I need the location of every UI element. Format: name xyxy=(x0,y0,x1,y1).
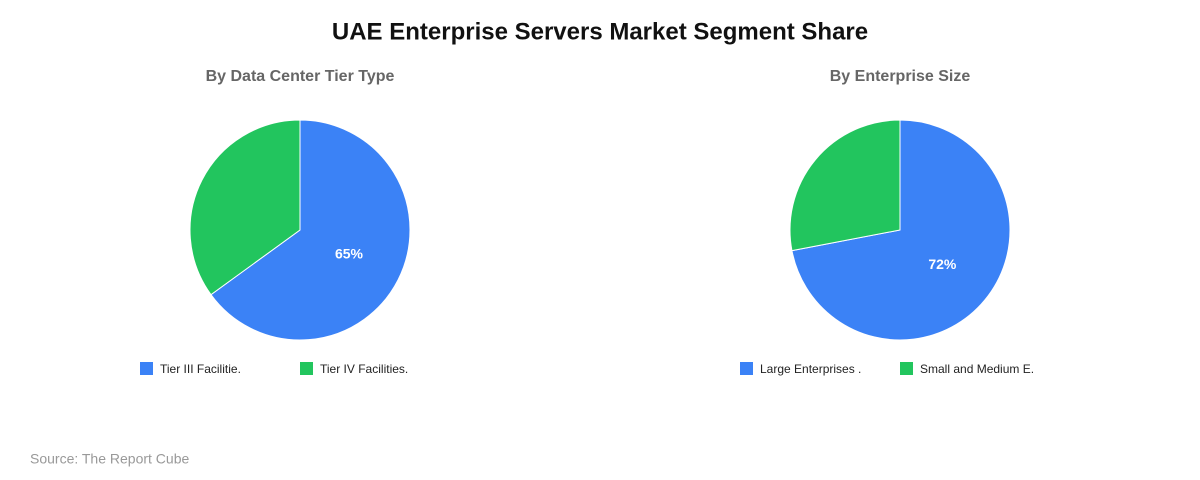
legend-label: Tier III Facilitie. xyxy=(160,362,241,376)
pie-slice xyxy=(189,119,301,296)
chart-subtitle: By Data Center Tier Type xyxy=(206,68,395,85)
legend-label: Large Enterprises . xyxy=(760,362,861,376)
legend-swatch xyxy=(740,362,753,375)
legend-label: Small and Medium E. xyxy=(920,362,1034,376)
page-title: UAE Enterprise Servers Market Segment Sh… xyxy=(332,18,868,45)
legend-swatch xyxy=(900,362,913,375)
legend-swatch xyxy=(140,362,153,375)
source: Source: The Report Cube xyxy=(30,451,189,467)
pie-slice xyxy=(789,119,901,252)
data-label: 65% xyxy=(335,246,364,262)
chart-subtitle: By Enterprise Size xyxy=(830,68,971,85)
pie-slice xyxy=(791,119,1011,341)
legend-label: Tier IV Facilities. xyxy=(320,362,408,376)
pie-slice xyxy=(210,119,411,341)
legend-swatch xyxy=(300,362,313,375)
data-label: 72% xyxy=(928,256,957,272)
